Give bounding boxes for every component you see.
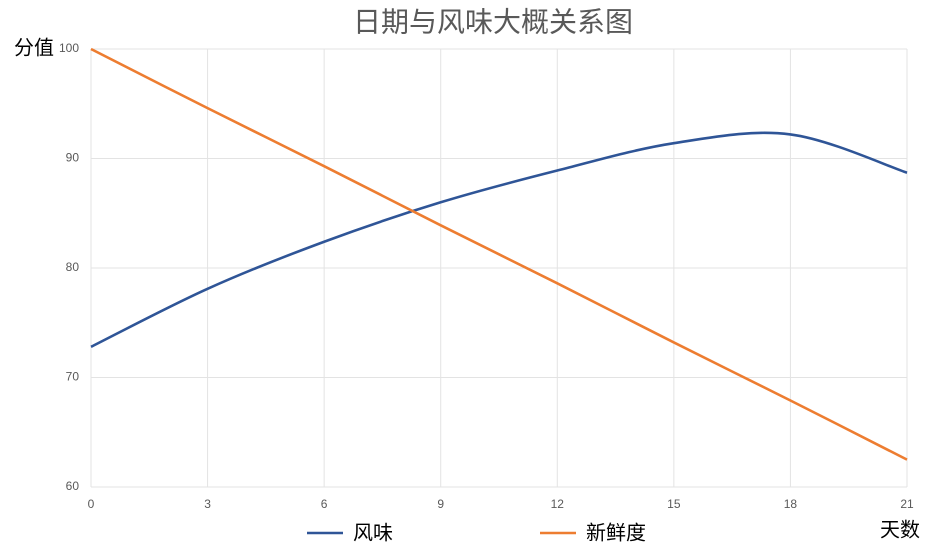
- line-series: [90, 47, 908, 461]
- x-tick-label: 15: [667, 497, 681, 511]
- x-tick-label: 3: [204, 497, 211, 511]
- x-tick-label: 12: [551, 497, 565, 511]
- x-tick-label: 6: [321, 497, 328, 511]
- y-tick-label: 80: [66, 260, 80, 274]
- x-tick-label: 9: [437, 497, 444, 511]
- y-tick-label: 70: [66, 370, 80, 384]
- legend-label: 风味: [353, 521, 393, 545]
- x-tick-label: 18: [784, 497, 798, 511]
- y-axis-title: 分值: [14, 37, 54, 60]
- y-tick-label: 90: [66, 151, 80, 165]
- legend-label: 新鲜度: [586, 521, 646, 545]
- x-tick-label: 0: [88, 497, 95, 511]
- y-tick-label: 100: [59, 41, 79, 55]
- line-series: [90, 131, 908, 349]
- x-axis-title: 天数: [880, 519, 920, 542]
- y-tick-label: 60: [66, 479, 80, 493]
- x-tick-label: 21: [900, 497, 914, 511]
- chart-title: 日期与风味大概关系图: [353, 6, 633, 38]
